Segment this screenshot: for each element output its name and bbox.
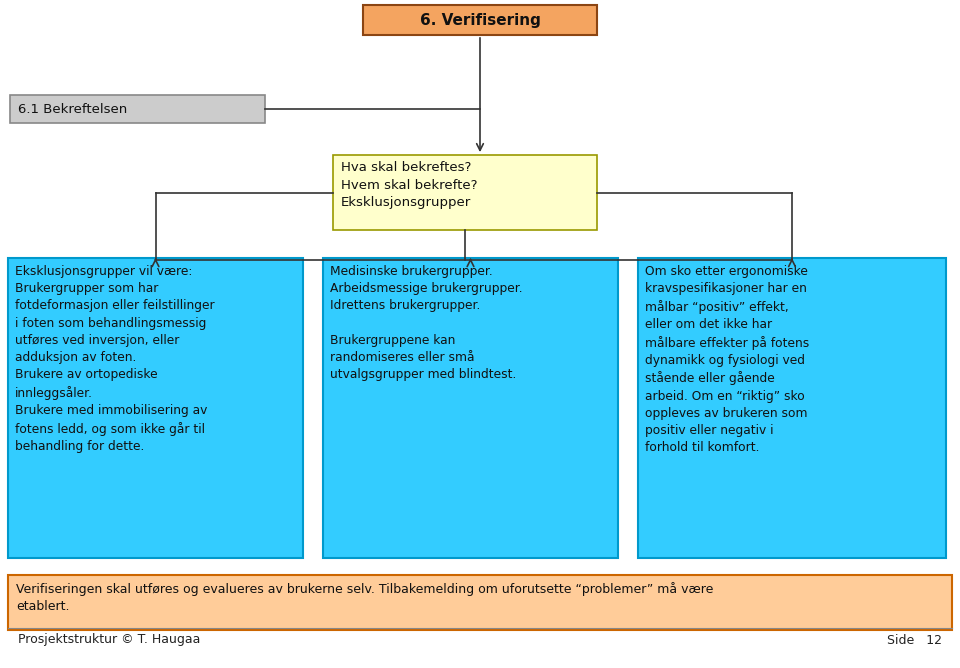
Text: 6.1 Bekreftelsen: 6.1 Bekreftelsen xyxy=(18,102,128,116)
Text: Side   12: Side 12 xyxy=(887,633,942,647)
FancyBboxPatch shape xyxy=(8,258,303,558)
FancyBboxPatch shape xyxy=(638,258,946,558)
FancyBboxPatch shape xyxy=(333,155,597,230)
Text: Eksklusjonsgrupper vil være:
Brukergrupper som har
fotdeformasjon eller feilstil: Eksklusjonsgrupper vil være: Brukergrupp… xyxy=(15,265,215,453)
FancyBboxPatch shape xyxy=(363,5,597,35)
Text: Om sko etter ergonomiske
kravspesifikasjoner har en
målbar “positiv” effekt,
ell: Om sko etter ergonomiske kravspesifikasj… xyxy=(645,265,809,454)
FancyBboxPatch shape xyxy=(323,258,618,558)
Text: 6. Verifisering: 6. Verifisering xyxy=(420,13,540,27)
FancyBboxPatch shape xyxy=(10,95,265,123)
Text: Medisinske brukergrupper.
Arbeidsmessige brukergrupper.
Idrettens brukergrupper.: Medisinske brukergrupper. Arbeidsmessige… xyxy=(330,265,522,381)
FancyBboxPatch shape xyxy=(8,575,952,630)
Text: Verifiseringen skal utføres og evalueres av brukerne selv. Tilbakemelding om ufo: Verifiseringen skal utføres og evalueres… xyxy=(16,582,713,613)
Text: Prosjektstruktur © T. Haugaa: Prosjektstruktur © T. Haugaa xyxy=(18,633,201,647)
Text: Hva skal bekreftes?
Hvem skal bekrefte?
Eksklusjonsgrupper: Hva skal bekreftes? Hvem skal bekrefte? … xyxy=(341,161,477,209)
